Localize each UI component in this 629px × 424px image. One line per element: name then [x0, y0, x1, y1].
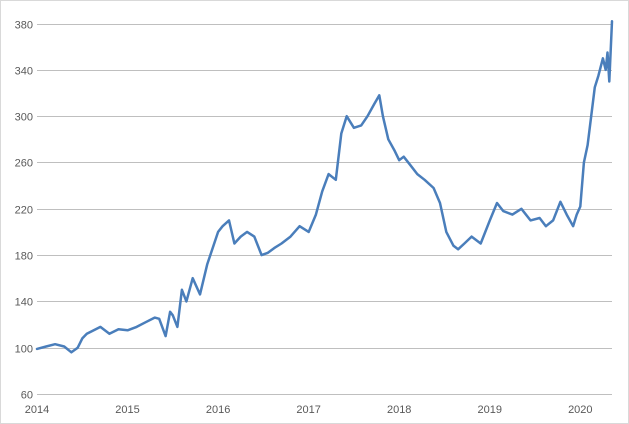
y-tick-label: 100: [15, 344, 33, 356]
y-tick-label: 300: [15, 112, 33, 124]
y-tick-label: 180: [15, 251, 33, 263]
y-tick-label: 140: [15, 297, 33, 309]
x-tick-label: 2019: [478, 404, 502, 416]
series-line: [35, 20, 614, 354]
x-tick-label: 2014: [25, 404, 49, 416]
x-tick-label: 2016: [206, 404, 230, 416]
y-tick-label: 380: [15, 20, 33, 32]
series-group: [35, 20, 614, 354]
y-tick-label: 220: [15, 205, 33, 217]
x-tick-label: 2018: [387, 404, 411, 416]
x-tick-label: 2020: [568, 404, 592, 416]
y-tick-label: 260: [15, 158, 33, 170]
x-tick-label: 2017: [296, 404, 320, 416]
y-tick-label: 340: [15, 66, 33, 78]
x-axis-tick-labels: 2014 2015 2016 2017 2018 2019 2020: [25, 404, 593, 416]
y-tick-label: 60: [21, 390, 33, 402]
x-tick-label: 2015: [115, 404, 139, 416]
gridlines: [37, 24, 612, 349]
y-axis-tick-labels: 60 100 140 180 220 260 300 340 380: [15, 20, 33, 402]
